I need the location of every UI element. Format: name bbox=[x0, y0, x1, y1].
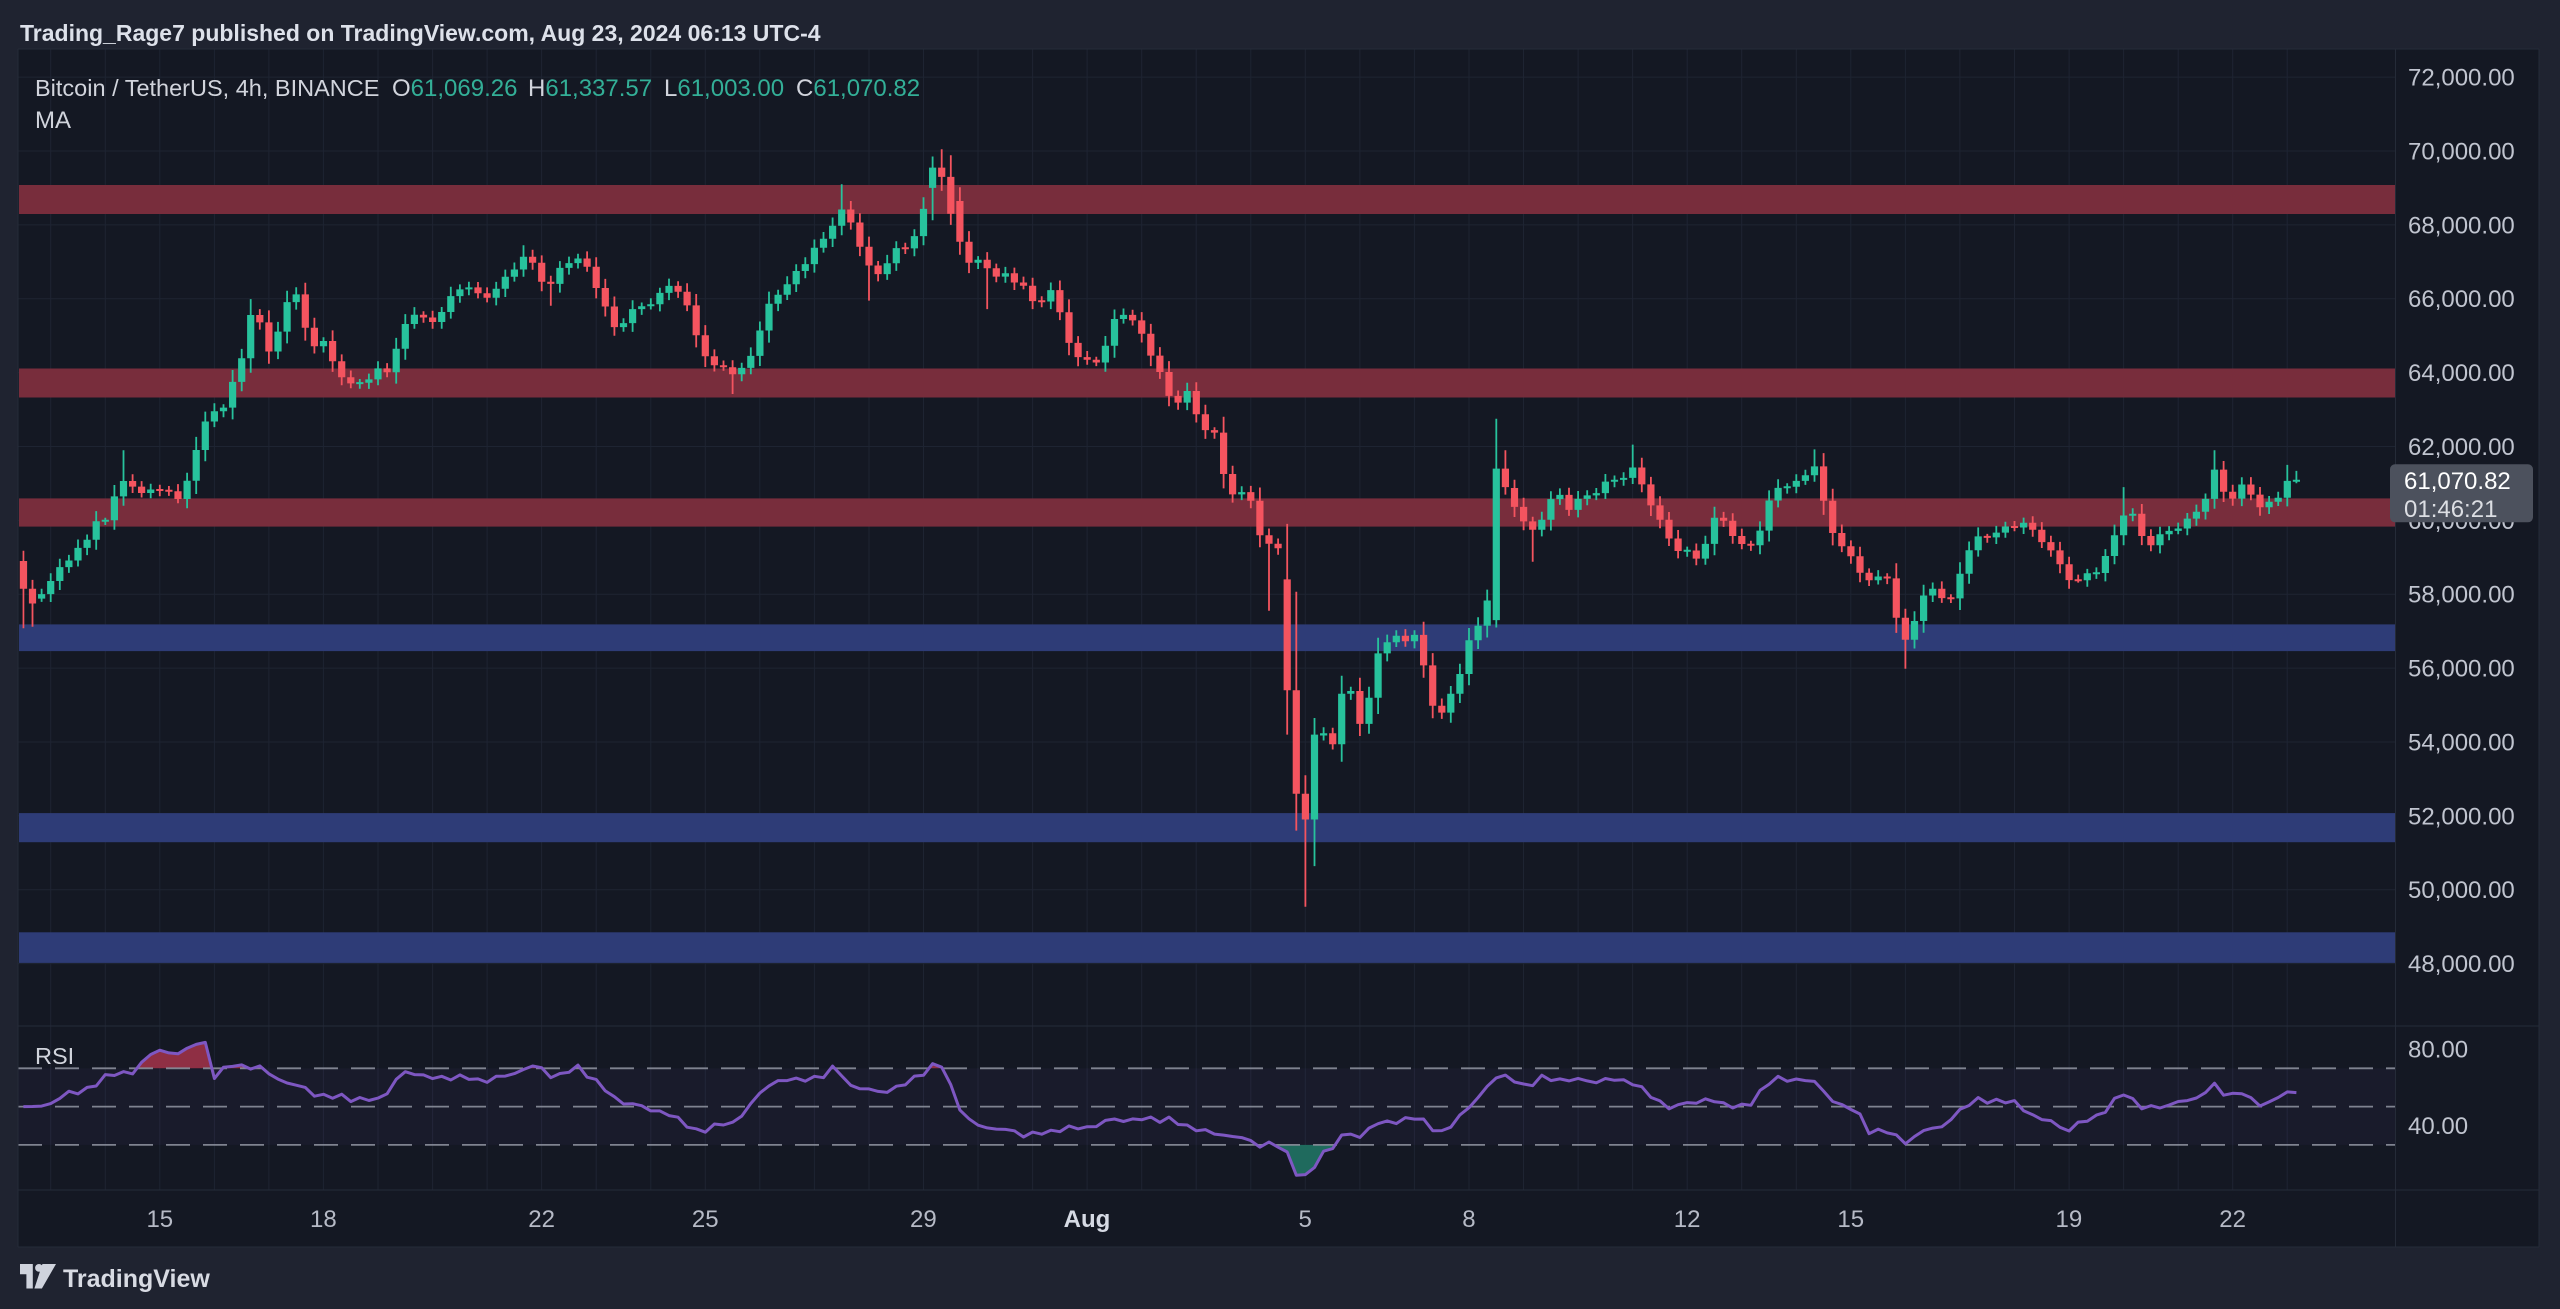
svg-text:MA: MA bbox=[35, 107, 71, 134]
svg-text:12: 12 bbox=[1674, 1206, 1701, 1233]
svg-text:Trading_Rage7 published on Tra: Trading_Rage7 published on TradingView.c… bbox=[20, 20, 821, 46]
svg-text:50,000.00: 50,000.00 bbox=[2408, 877, 2515, 904]
svg-text:25: 25 bbox=[692, 1206, 719, 1233]
svg-text:72,000.00: 72,000.00 bbox=[2408, 65, 2515, 92]
svg-text:64,000.00: 64,000.00 bbox=[2408, 360, 2515, 387]
svg-text:L61,003.00: L61,003.00 bbox=[664, 75, 784, 102]
svg-text:70,000.00: 70,000.00 bbox=[2408, 139, 2515, 166]
svg-text:C61,070.82: C61,070.82 bbox=[796, 75, 920, 102]
svg-text:22: 22 bbox=[528, 1206, 555, 1233]
svg-text:O61,069.26: O61,069.26 bbox=[392, 75, 517, 102]
svg-text:15: 15 bbox=[1837, 1206, 1864, 1233]
svg-text:15: 15 bbox=[146, 1206, 173, 1233]
svg-text:H61,337.57: H61,337.57 bbox=[528, 75, 652, 102]
svg-text:56,000.00: 56,000.00 bbox=[2408, 656, 2515, 683]
svg-text:Bitcoin / TetherUS, 4h, BINANC: Bitcoin / TetherUS, 4h, BINANCE bbox=[35, 75, 379, 101]
svg-text:5: 5 bbox=[1299, 1206, 1312, 1233]
svg-text:52,000.00: 52,000.00 bbox=[2408, 803, 2515, 830]
svg-text:66,000.00: 66,000.00 bbox=[2408, 286, 2515, 313]
svg-text:TradingView: TradingView bbox=[63, 1265, 210, 1293]
svg-text:54,000.00: 54,000.00 bbox=[2408, 730, 2515, 757]
svg-text:Aug: Aug bbox=[1064, 1206, 1111, 1233]
svg-text:18: 18 bbox=[310, 1206, 337, 1233]
svg-text:19: 19 bbox=[2056, 1206, 2083, 1233]
svg-text:58,000.00: 58,000.00 bbox=[2408, 582, 2515, 609]
svg-text:29: 29 bbox=[910, 1206, 937, 1233]
svg-text:40.00: 40.00 bbox=[2408, 1113, 2468, 1140]
svg-text:8: 8 bbox=[1462, 1206, 1475, 1233]
svg-text:80.00: 80.00 bbox=[2408, 1037, 2468, 1064]
svg-text:48,000.00: 48,000.00 bbox=[2408, 951, 2515, 978]
svg-text:01:46:21: 01:46:21 bbox=[2404, 496, 2497, 523]
svg-text:68,000.00: 68,000.00 bbox=[2408, 212, 2515, 239]
svg-text:RSI: RSI bbox=[35, 1043, 74, 1069]
svg-text:62,000.00: 62,000.00 bbox=[2408, 434, 2515, 461]
svg-text:22: 22 bbox=[2219, 1206, 2246, 1233]
svg-text:61,070.82: 61,070.82 bbox=[2404, 468, 2511, 495]
